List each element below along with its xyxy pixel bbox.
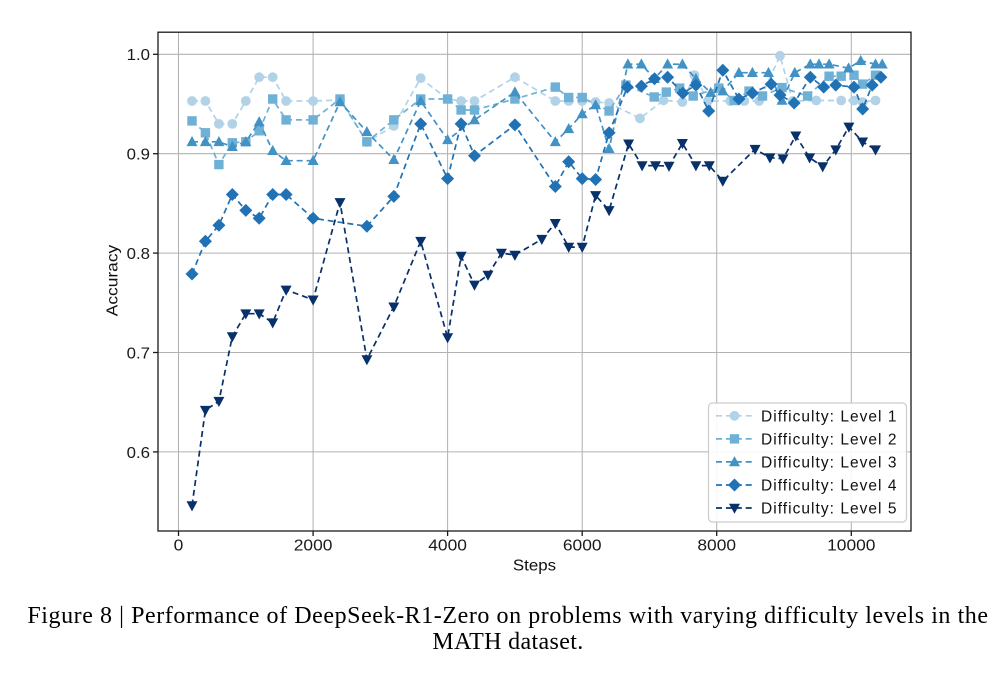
svg-text:Difficulty: Level 3: Difficulty: Level 3 [761,454,897,471]
svg-text:Steps: Steps [513,558,556,575]
svg-text:4000: 4000 [428,538,467,555]
svg-text:Difficulty: Level 1: Difficulty: Level 1 [761,408,897,425]
svg-text:0: 0 [174,538,184,555]
svg-text:Difficulty: Level 4: Difficulty: Level 4 [761,478,897,495]
svg-text:8000: 8000 [697,538,736,555]
svg-text:0.8: 0.8 [127,246,150,263]
svg-text:6000: 6000 [563,538,602,555]
svg-text:Accuracy: Accuracy [105,244,122,316]
svg-text:1.0: 1.0 [127,47,151,64]
svg-text:0.6: 0.6 [127,445,150,462]
svg-text:2000: 2000 [294,538,333,555]
svg-text:0.9: 0.9 [127,147,150,164]
svg-text:Difficulty: Level 2: Difficulty: Level 2 [761,431,897,448]
svg-text:10000: 10000 [827,538,876,555]
svg-text:0.7: 0.7 [127,345,150,362]
svg-text:Difficulty: Level 5: Difficulty: Level 5 [761,501,897,518]
